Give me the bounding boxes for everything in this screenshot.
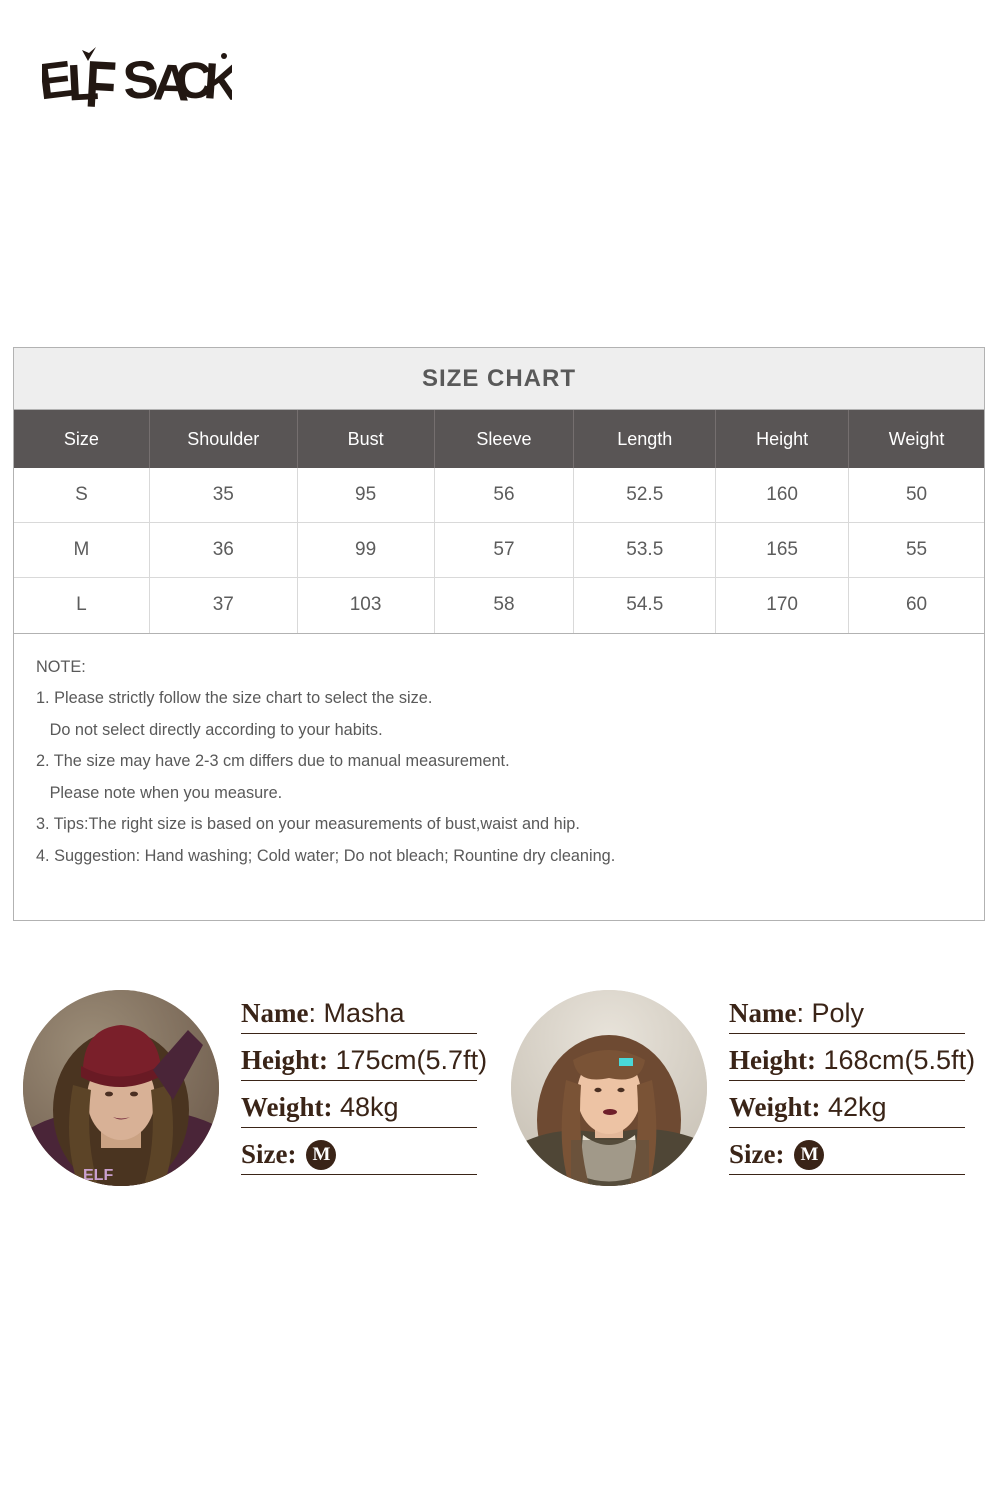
svg-text:ELF: ELF bbox=[83, 1167, 113, 1184]
